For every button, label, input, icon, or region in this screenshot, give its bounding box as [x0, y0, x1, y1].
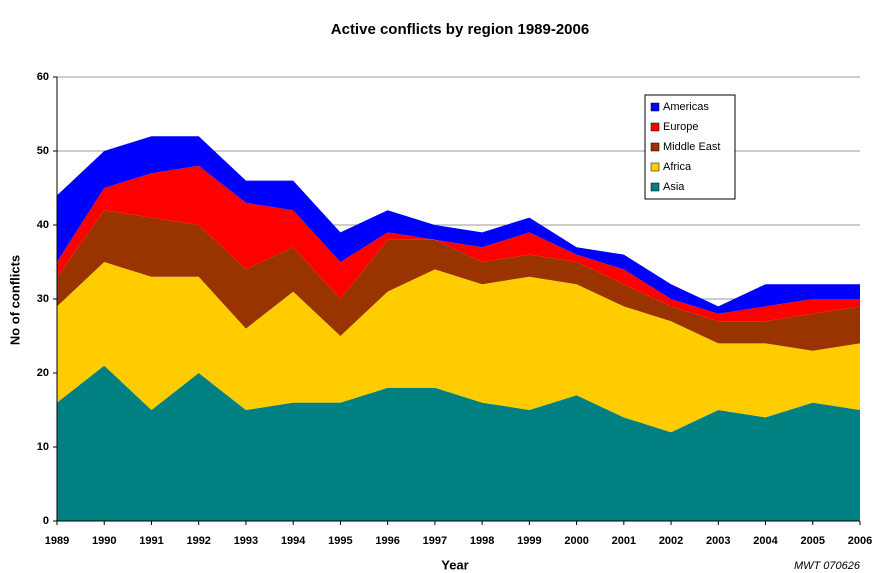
legend-label: Asia — [663, 181, 685, 193]
x-tick-label: 1990 — [92, 535, 116, 547]
chart-title: Active conflicts by region 1989-2006 — [331, 21, 589, 38]
x-tick-label: 1997 — [423, 535, 447, 547]
x-tick-label: 2004 — [753, 535, 778, 547]
x-tick-label: 2002 — [659, 535, 683, 547]
x-tick-label: 1994 — [281, 535, 306, 547]
legend-label: Europe — [663, 121, 698, 133]
x-tick-label: 2006 — [848, 535, 872, 547]
area — [57, 210, 860, 351]
x-tick-label: 1989 — [45, 535, 69, 547]
x-tick-label: 1999 — [517, 535, 541, 547]
x-axis-title: Year — [441, 557, 468, 572]
x-tick-label: 1995 — [328, 535, 352, 547]
y-tick-label: 0 — [43, 515, 49, 527]
legend-swatch — [650, 182, 660, 192]
y-tick-label: 40 — [37, 219, 49, 231]
x-tick-label: 1996 — [375, 535, 399, 547]
legend-swatch — [650, 102, 660, 112]
x-tick-label: 2000 — [564, 535, 588, 547]
x-tick-label: 1998 — [470, 535, 494, 547]
x-tick-label: 1991 — [139, 535, 163, 547]
x-tick-label: 2003 — [706, 535, 730, 547]
legend-box — [644, 94, 736, 200]
x-tick-label: 1992 — [186, 535, 210, 547]
y-tick-label: 10 — [37, 441, 49, 453]
area — [57, 136, 860, 314]
legend-label: Africa — [663, 161, 692, 173]
x-tick-label: 2005 — [801, 535, 825, 547]
legend-label: Americas — [663, 101, 709, 113]
y-tick-label: 30 — [37, 293, 49, 305]
legend-swatch — [650, 142, 660, 152]
x-tick-label: 1993 — [234, 535, 258, 547]
legend-swatch — [650, 162, 660, 172]
area — [57, 262, 860, 433]
x-tick-label: 2001 — [612, 535, 636, 547]
y-tick-label: 20 — [37, 367, 49, 379]
y-axis-title: No of conflicts — [7, 255, 22, 345]
area — [57, 365, 860, 521]
y-tick-label: 50 — [37, 145, 49, 157]
legend-label: Middle East — [663, 141, 720, 153]
y-tick-label: 60 — [37, 71, 49, 83]
legend-swatch — [650, 122, 660, 132]
annotation: MWT 070626 — [794, 560, 861, 572]
